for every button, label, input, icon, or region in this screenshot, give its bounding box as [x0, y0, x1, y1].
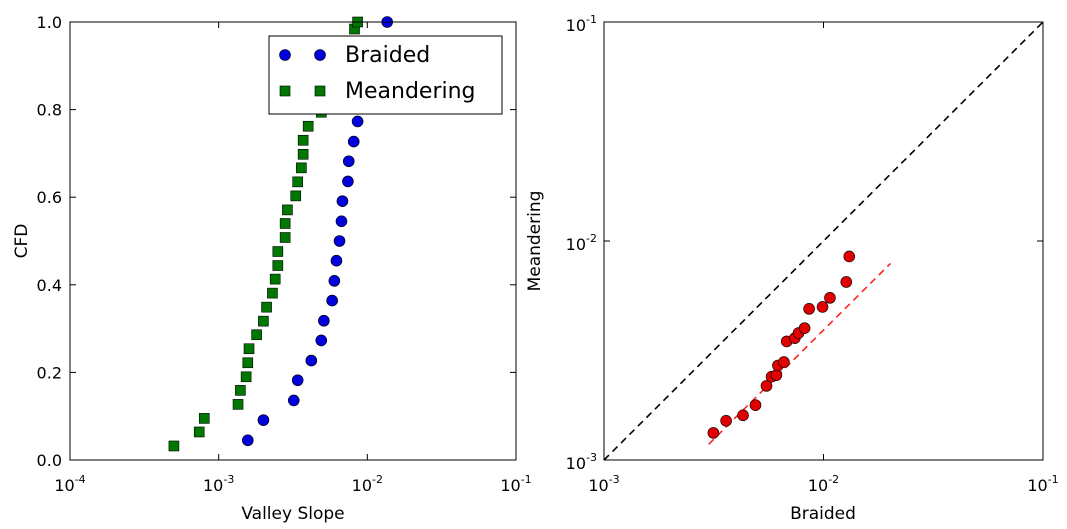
- data-point-braided-16: [347, 135, 360, 148]
- data-point-series-1-17: [840, 276, 853, 288]
- data-point-braided-9: [328, 275, 341, 287]
- y-tick-label-4: 0.6: [37, 188, 62, 207]
- legend-box: [268, 35, 503, 115]
- left-panel-marks: [168, 16, 393, 452]
- data-point-series-1-14: [803, 303, 815, 315]
- data-point-series-1-4: [749, 399, 762, 411]
- left-panel-cfd-chart: 10-4 10-3 10-2 10-1 0.0 0.2 0.4 0.6 0.8 1.0 Valle…: [12, 13, 532, 524]
- y-tick-label-5: 0.8: [37, 101, 62, 120]
- right-plot-frame: [603, 21, 1044, 461]
- reference-line-1: [603, 21, 1044, 461]
- legend-braided-marker-2: [314, 49, 326, 61]
- right-panel-ticks: 10-3 10-2 10-1 10-3 10-2 10-1: [566, 13, 1059, 495]
- y-tick-label-3: 10-1: [566, 13, 597, 35]
- x-tick-label-2: 10-2: [808, 473, 839, 495]
- data-point-series-1-1: [707, 427, 720, 439]
- legend-meandering-marker-1: [279, 85, 291, 97]
- data-point-braided-14: [342, 175, 354, 188]
- y-tick-label-3: 0.4: [37, 276, 62, 295]
- data-point-series-1-2: [720, 415, 732, 427]
- y-tick-label-1: 10-3: [566, 451, 597, 473]
- data-point-braided-2: [257, 414, 270, 426]
- legend-braided-marker-1: [279, 49, 291, 61]
- x-tick-label-2: 10-3: [203, 473, 234, 495]
- left-y-axis-label: CFD: [12, 224, 32, 259]
- data-point-meandering-18: [282, 204, 293, 216]
- legend-braided-label: Braided: [345, 43, 430, 68]
- data-point-braided-7: [318, 314, 330, 327]
- reference-line-2: [708, 262, 892, 445]
- legend-meandering-marker-2: [314, 85, 326, 97]
- data-point-meandering-17: [279, 218, 291, 229]
- right-panel-marks: [603, 21, 1044, 461]
- data-point-braided-10: [330, 254, 343, 267]
- data-point-meandering-5: [235, 385, 246, 396]
- data-point-series-1-15: [816, 301, 829, 313]
- data-point-meandering-7: [242, 357, 254, 369]
- data-point-braided-6: [315, 334, 328, 347]
- data-point-braided-17: [351, 115, 364, 128]
- y-tick-label-2: 10-2: [566, 232, 597, 254]
- data-point-meandering-12: [267, 287, 278, 299]
- data-point-series-1-5: [760, 380, 773, 392]
- data-point-braided-12: [335, 215, 348, 228]
- data-point-meandering-3: [198, 413, 210, 424]
- left-panel-ticks: 10-4 10-3 10-2 10-1 0.0 0.2 0.4 0.6 0.8 1.0: [37, 13, 532, 495]
- legend: Braided Meandering: [268, 35, 503, 115]
- x-tick-label-3: 10-2: [352, 473, 383, 495]
- y-tick-label-6: 1.0: [37, 13, 62, 32]
- legend-meandering-label: Meandering: [345, 79, 476, 104]
- data-point-braided-5: [305, 354, 318, 367]
- right-y-axis-label: Meandering: [525, 191, 545, 292]
- data-point-meandering-1: [168, 440, 180, 452]
- data-point-meandering-13: [269, 273, 281, 285]
- data-point-series-1-7: [770, 369, 783, 381]
- data-point-meandering-9: [251, 329, 262, 341]
- y-tick-label-2: 0.2: [37, 363, 62, 382]
- data-point-meandering-20: [292, 176, 303, 188]
- data-point-meandering-2: [193, 426, 205, 438]
- data-point-meandering-24: [302, 120, 314, 132]
- data-point-meandering-22: [297, 148, 309, 160]
- data-point-braided-15: [342, 155, 355, 168]
- data-point-meandering-6: [240, 371, 252, 383]
- right-x-axis-label: Braided: [790, 504, 856, 524]
- data-point-braided-11: [333, 235, 346, 247]
- x-tick-label-4: 10-1: [500, 473, 531, 495]
- data-point-meandering-14: [272, 260, 284, 271]
- data-point-meandering-4: [232, 399, 244, 410]
- data-point-braided-4: [291, 374, 304, 387]
- left-x-axis-label: Valley Slope: [241, 504, 344, 524]
- data-point-braided-13: [336, 195, 349, 207]
- data-point-braided-3: [287, 394, 300, 407]
- x-tick-label-1: 10-3: [588, 473, 619, 495]
- data-point-meandering-11: [261, 301, 272, 313]
- data-point-braided-1: [241, 434, 254, 447]
- right-panel-comparison-chart: 10-3 10-2 10-1 10-3 10-2 10-1 Braided Meander…: [525, 13, 1059, 524]
- data-point-braided-8: [326, 294, 338, 307]
- data-point-series-1-3: [737, 409, 749, 422]
- left-plot-frame: [69, 21, 517, 461]
- x-tick-label-1: 10-4: [54, 473, 85, 495]
- data-point-meandering-23: [297, 134, 309, 146]
- data-point-meandering-10: [258, 315, 269, 327]
- data-point-series-1-13: [798, 322, 811, 334]
- x-tick-label-3: 10-1: [1027, 473, 1058, 495]
- y-tick-label-1: 0.0: [37, 451, 62, 470]
- data-point-meandering-16: [279, 232, 291, 243]
- data-point-meandering-15: [272, 246, 284, 257]
- data-point-series-1-16: [824, 292, 836, 304]
- data-point-series-1-9: [778, 356, 790, 368]
- data-point-meandering-8: [243, 343, 255, 355]
- data-point-meandering-19: [290, 190, 302, 202]
- data-point-series-1-18: [843, 250, 856, 263]
- data-point-meandering-21: [296, 162, 307, 174]
